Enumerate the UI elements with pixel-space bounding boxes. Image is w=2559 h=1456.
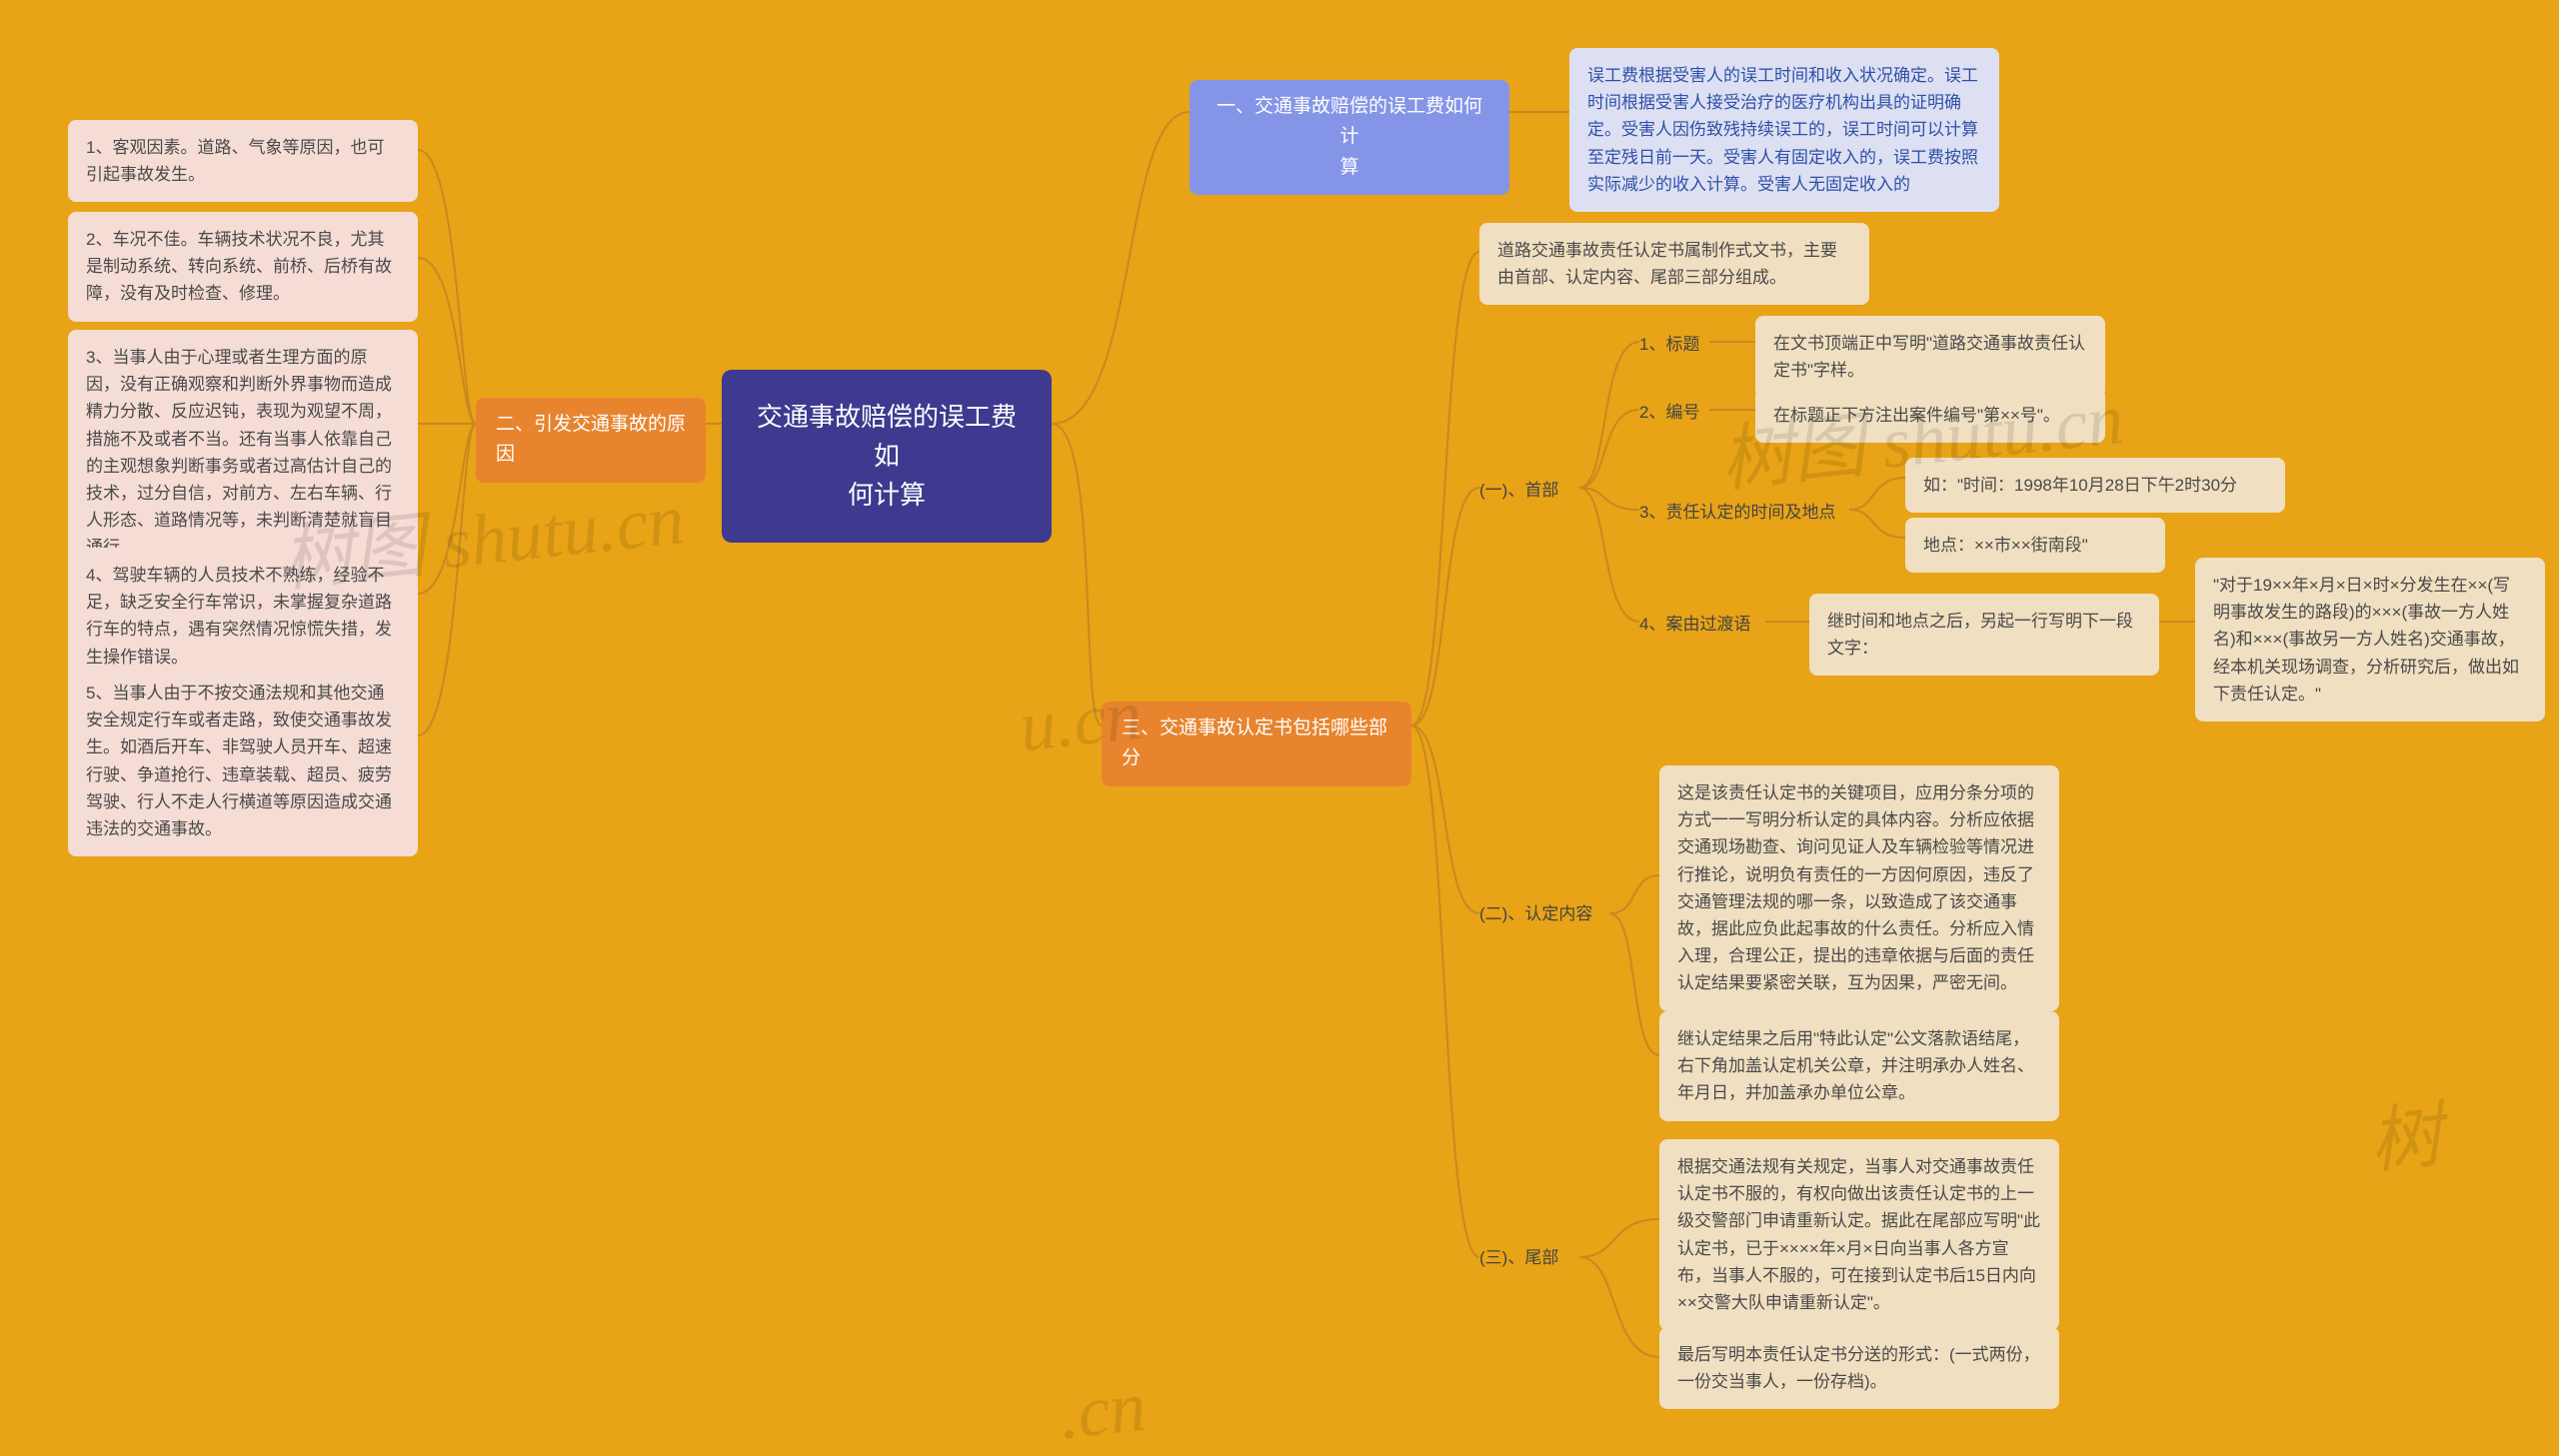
item-key-0-1: 2、编号 [1639,398,1699,423]
watermark-4: 树 [2364,1076,2447,1188]
branch-two-leaf-1: 2、车况不佳。车辆技术状况不良，尤其是制动系统、转向系统、前桥、后桥有故障，没有… [68,212,418,322]
item-val-2-0: 根据交通法规有关规定，当事人对交通事故责任认定书不服的，有权向做出该责任认定书的… [1659,1139,2059,1330]
item-val-0-3: 继时间和地点之后，另起一行写明下一段文字： [1809,594,2159,676]
item-val-1-1: 继认定结果之后用"特此认定"公文落款语结尾，右下角加盖认定机关公章，并注明承办人… [1659,1011,2059,1121]
branch-two: 二、引发交通事故的原因 [476,398,706,483]
branch-two-leaf-2: 3、当事人由于心理或者生理方面的原因，没有正确观察和判断外界事物而造成精力分散、… [68,330,418,576]
item-extra-0-3: "对于19××年×月×日×时×分发生在××(写明事故发生的路段)的×××(事故一… [2195,558,2545,722]
item-key-0-3: 4、案由过渡语 [1639,610,1765,635]
item-val-2-1: 最后写明本责任认定书分送的形式：(一式两份，一份交当事人，一份存档)。 [1659,1327,2059,1409]
branch-three: 三、交通事故认定书包括哪些部分 [1102,702,1411,786]
item-sub-0-2-1: 地点：××市××街南段" [1905,518,2165,573]
branch-one-leaf-0: 误工费根据受害人的误工时间和收入状况确定。误工时间根据受害人接受治疗的医疗机构出… [1569,48,1999,212]
item-val-1-0: 这是该责任认定书的关键项目，应用分条分项的方式一一写明分析认定的具体内容。分析应… [1659,765,2059,1011]
item-sub-0-2-0: 如："时间：1998年10月28日下午2时30分 [1905,458,2285,513]
branch-two-leaf-3: 4、驾驶车辆的人员技术不熟练，经验不足，缺乏安全行车常识，未掌握复杂道路行车的特… [68,548,418,685]
branch-one: 一、交通事故赔偿的误工费如何计算 [1190,80,1509,195]
section-label-1: (二)、认定内容 [1479,899,1609,924]
branch-three-intro: 道路交通事故责任认定书属制作式文书，主要由首部、认定内容、尾部三部分组成。 [1479,223,1869,305]
watermark-3: .cn [1056,1365,1150,1456]
item-key-0-0: 1、标题 [1639,330,1699,355]
item-val-0-1: 在标题正下方注出案件编号"第××号"。 [1755,388,2105,443]
branch-two-leaf-0: 1、客观因素。道路、气象等原因，也可引起事故发生。 [68,120,418,202]
center-node: 交通事故赔偿的误工费如何计算 [722,370,1052,543]
item-val-0-0: 在文书顶端正中写明"道路交通事故责任认定书"字样。 [1755,316,2105,398]
item-key-0-2: 3、责任认定的时间及地点 [1639,498,1849,523]
branch-two-leaf-4: 5、当事人由于不按交通法规和其他交通安全规定行车或者走路，致使交通事故发生。如酒… [68,666,418,856]
section-label-2: (三)、尾部 [1479,1243,1579,1268]
section-label-0: (一)、首部 [1479,476,1579,501]
